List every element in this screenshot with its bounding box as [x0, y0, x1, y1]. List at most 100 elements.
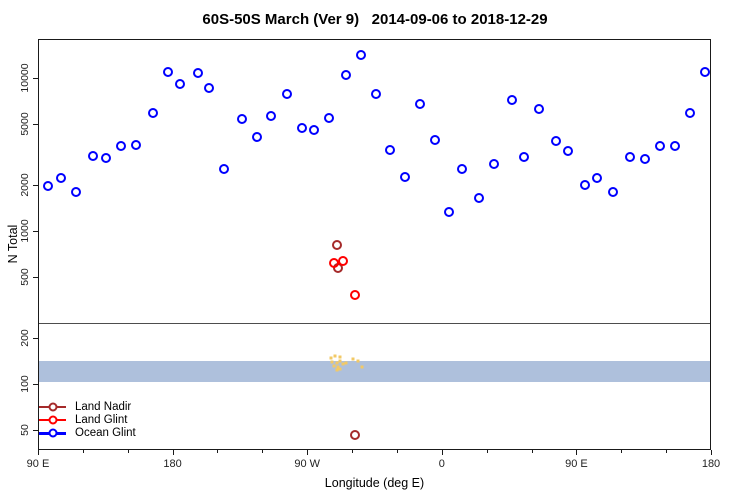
data-point-ocean-glint [282, 88, 293, 99]
data-point-ocean-glint [71, 187, 82, 198]
legend-label: Land Glint [75, 414, 128, 427]
x-axis-major-tick [441, 450, 443, 455]
data-point-ocean-glint [579, 179, 590, 190]
legend-label: Ocean Glint [75, 427, 136, 440]
data-point-unlabeled-yellow-marks [332, 364, 336, 368]
data-point-ocean-glint [699, 67, 710, 78]
x-axis-minor-tick [352, 450, 354, 453]
data-point-land-nadir [331, 240, 342, 251]
x-axis-major-tick [38, 450, 39, 455]
y-axis-tick [33, 384, 38, 385]
data-point-land-nadir [349, 430, 360, 441]
data-point-ocean-glint [116, 140, 127, 151]
data-point-ocean-glint [654, 141, 665, 152]
y-axis-tick [33, 277, 38, 279]
data-point-ocean-glint [506, 94, 517, 105]
data-point-ocean-glint [42, 180, 53, 191]
y-axis-tick-label: 10000 [19, 63, 31, 93]
data-point-ocean-glint [265, 111, 276, 122]
chart-title: 60S-50S March (Ver 9) 2014-09-06 to 2018… [202, 11, 548, 28]
data-point-unlabeled-yellow-marks [356, 359, 360, 363]
data-point-ocean-glint [309, 124, 320, 135]
x-axis-minor-tick [666, 450, 668, 453]
x-axis-minor-tick [396, 450, 398, 453]
legend-marker [39, 402, 66, 412]
data-point-unlabeled-yellow-marks [360, 365, 364, 369]
data-point-ocean-glint [563, 145, 574, 156]
data-point-ocean-glint [684, 107, 695, 118]
data-point-ocean-glint [174, 78, 185, 89]
y-axis-tick-label: 500 [19, 268, 31, 286]
x-axis-minor-tick [82, 450, 84, 453]
data-point-ocean-glint [219, 163, 230, 174]
y-axis-tick-label: 1000 [19, 219, 31, 243]
legend-row: Land Nadir [39, 400, 136, 413]
data-point-ocean-glint [624, 151, 635, 162]
data-point-unlabeled-yellow-marks [338, 355, 342, 359]
data-point-unlabeled-yellow-marks [341, 362, 345, 366]
data-point-ocean-glint [488, 158, 499, 169]
data-point-ocean-glint [551, 136, 562, 147]
legend: Land Nadir Land Glint Ocean Glint [39, 400, 136, 440]
x-axis-minor-tick [621, 450, 623, 453]
data-point-ocean-glint [355, 49, 366, 60]
x-axis-major-tick [576, 450, 578, 455]
data-point-ocean-glint [415, 98, 426, 109]
y-axis-label: N Total [6, 224, 20, 264]
legend-row: Ocean Glint [39, 427, 136, 440]
data-point-unlabeled-yellow-marks [330, 360, 334, 364]
legend-marker [39, 415, 66, 425]
data-point-unlabeled-yellow-marks [338, 359, 342, 363]
y-axis-tick-label: 50 [19, 424, 31, 436]
y-axis-tick [33, 124, 38, 126]
data-point-ocean-glint [591, 173, 602, 184]
x-axis-minor-tick [531, 450, 533, 453]
x-axis-tick-label: 90 E [26, 458, 50, 470]
data-point-unlabeled-yellow-marks [344, 361, 348, 365]
legend-label: Land Nadir [75, 400, 132, 413]
x-axis-minor-tick [486, 450, 488, 453]
data-point-ocean-glint [457, 163, 468, 174]
y-axis-tick [33, 78, 38, 79]
data-point-ocean-glint [608, 187, 619, 198]
data-point-ocean-glint [324, 112, 335, 123]
y-axis-tick [33, 337, 38, 339]
data-point-ocean-glint [518, 151, 529, 162]
data-point-unlabeled-yellow-marks [338, 367, 342, 371]
legend-marker [39, 428, 66, 438]
data-point-ocean-glint [297, 122, 308, 133]
data-point-unlabeled-yellow-marks [333, 354, 337, 358]
data-point-unlabeled-yellow-marks [335, 368, 339, 372]
data-point-ocean-glint [147, 107, 158, 118]
y-axis-tick [33, 184, 38, 186]
data-point-ocean-glint [204, 83, 215, 94]
x-axis-minor-tick [262, 450, 264, 453]
legend-circle-icon [48, 428, 57, 438]
data-point-ocean-glint [56, 173, 67, 184]
x-axis-minor-tick [127, 450, 129, 453]
data-point-ocean-glint [400, 171, 411, 182]
data-point-unlabeled-yellow-marks [335, 361, 339, 365]
data-point-land-glint [349, 289, 360, 300]
data-point-ocean-glint [101, 152, 112, 163]
y-axis-tick [33, 231, 38, 232]
reference-band [39, 361, 710, 383]
x-axis-tick-label: 180 [701, 458, 721, 470]
data-point-unlabeled-yellow-marks [336, 365, 340, 369]
data-point-ocean-glint [237, 113, 248, 124]
y-axis-tick-label: 5000 [19, 112, 31, 136]
data-point-ocean-glint [533, 104, 544, 115]
data-point-ocean-glint [430, 134, 441, 145]
separator-line [39, 322, 710, 325]
x-axis-tick-label: 180 [163, 458, 182, 470]
data-point-land-glint [337, 255, 348, 266]
y-axis-tick-label: 2000 [19, 173, 31, 197]
x-axis-major-tick [711, 450, 712, 455]
x-axis-tick-label: 90 W [294, 458, 321, 470]
x-axis-tick-label: 0 [438, 458, 445, 470]
data-point-ocean-glint [192, 68, 203, 79]
data-point-ocean-glint [87, 150, 98, 161]
x-axis-label: Longitude (deg E) [324, 476, 425, 490]
data-point-ocean-glint [131, 140, 142, 151]
